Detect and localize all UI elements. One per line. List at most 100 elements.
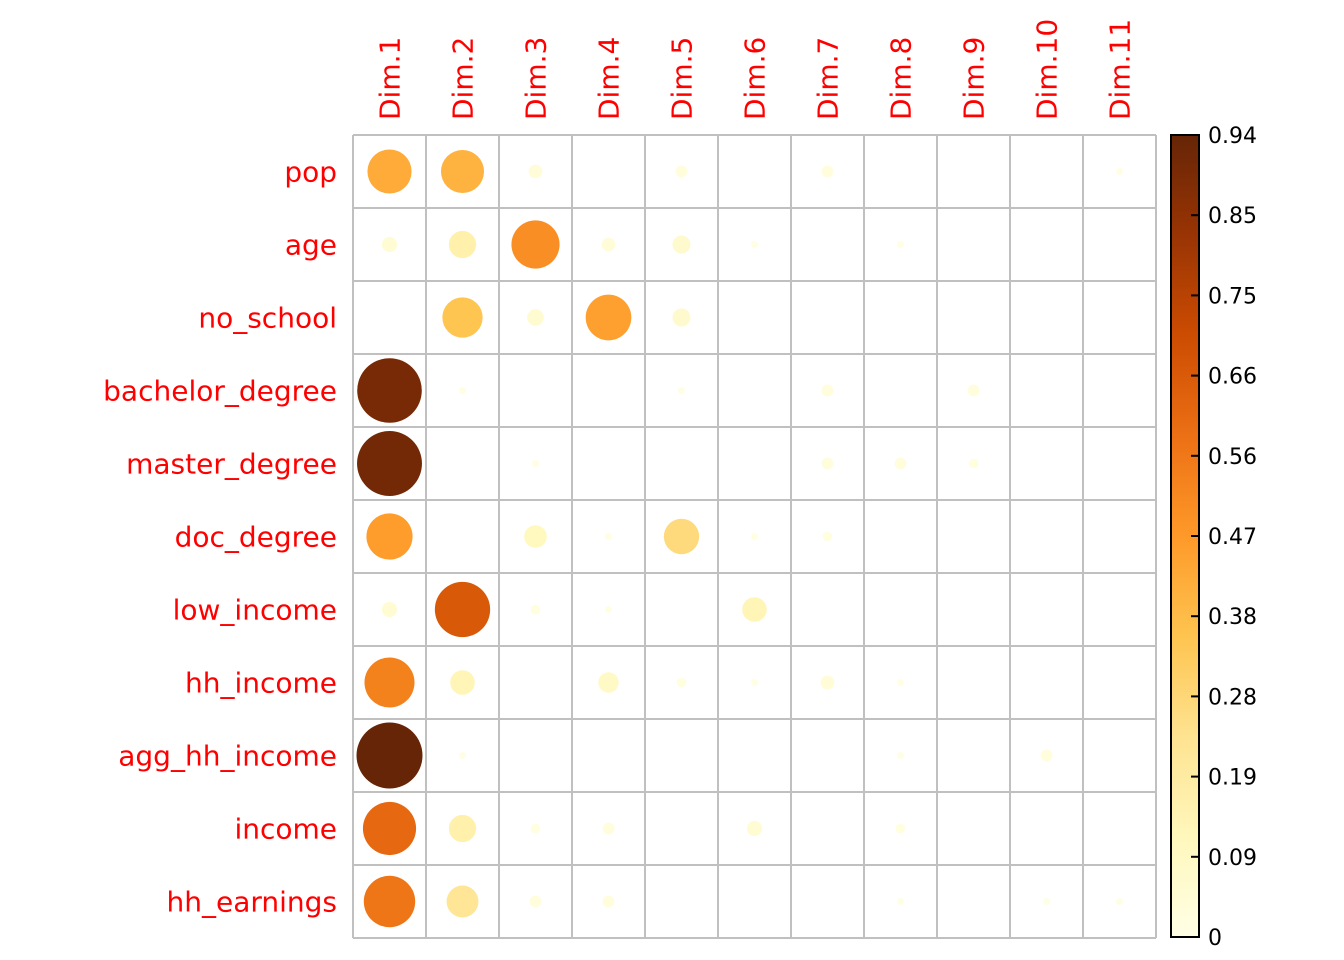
cell-circle-master_degree-Dim.3 bbox=[532, 460, 539, 467]
cell-circle-agg_hh_income-Dim.2 bbox=[459, 752, 466, 759]
cell-circle-pop-Dim.3 bbox=[528, 164, 543, 179]
colorbar-tick-label: 0.19 bbox=[1208, 766, 1257, 791]
column-label: Dim.4 bbox=[593, 37, 626, 120]
grid bbox=[352, 134, 1157, 939]
row-label: doc_degree bbox=[175, 521, 337, 554]
cell-circle-hh_earnings-Dim.8 bbox=[897, 898, 904, 905]
cell-circle-doc_degree-Dim.1 bbox=[366, 513, 413, 560]
cell-circle-hh_income-Dim.7 bbox=[820, 675, 835, 690]
cell-circle-income-Dim.4 bbox=[602, 822, 615, 835]
column-label: Dim.6 bbox=[739, 37, 772, 120]
cell-circle-agg_hh_income-Dim.10 bbox=[1040, 749, 1053, 762]
colorbar-tick-label: 0.94 bbox=[1208, 124, 1257, 149]
cell-circle-low_income-Dim.4 bbox=[605, 606, 612, 613]
cell-circle-hh_earnings-Dim.2 bbox=[446, 885, 479, 918]
cell-circle-doc_degree-Dim.3 bbox=[524, 525, 547, 548]
cell-circle-bachelor_degree-Dim.2 bbox=[459, 387, 466, 394]
cell-circle-hh_income-Dim.5 bbox=[676, 677, 687, 688]
cell-circle-no_school-Dim.3 bbox=[527, 309, 544, 326]
cell-circle-doc_degree-Dim.6 bbox=[751, 533, 758, 540]
colorbar: 0 0.09 0.19 0.28 0.38 0.47 0.56 0.66 0.75 0.85 0.9… bbox=[1170, 124, 1257, 951]
row-label: hh_earnings bbox=[166, 886, 337, 919]
cell-circle-no_school-Dim.2 bbox=[442, 297, 483, 338]
row-label: low_income bbox=[173, 594, 337, 627]
colorbar-tick-label: 0.09 bbox=[1208, 846, 1257, 871]
cell-circle-hh_income-Dim.1 bbox=[364, 657, 415, 708]
cell-circle-age-Dim.3 bbox=[511, 220, 560, 269]
cell-circle-doc_degree-Dim.7 bbox=[822, 531, 833, 542]
cell-circle-master_degree-Dim.8 bbox=[894, 457, 907, 470]
cell-circle-hh_income-Dim.8 bbox=[897, 679, 904, 686]
colorbar-tick-label: 0.47 bbox=[1208, 525, 1257, 550]
cell-circle-income-Dim.6 bbox=[746, 820, 763, 837]
column-label: Dim.5 bbox=[666, 37, 699, 120]
colorbar-tick-label: 0.75 bbox=[1208, 284, 1257, 309]
cell-circle-low_income-Dim.6 bbox=[742, 597, 767, 622]
cell-circle-hh_earnings-Dim.11 bbox=[1116, 898, 1123, 905]
cell-circle-pop-Dim.5 bbox=[675, 165, 688, 178]
colorbar-tick-label: 0.28 bbox=[1208, 685, 1257, 710]
cell-circle-age-Dim.5 bbox=[672, 235, 691, 254]
cell-circle-pop-Dim.2 bbox=[440, 149, 485, 194]
circles bbox=[356, 149, 1123, 928]
cell-circle-hh_income-Dim.2 bbox=[450, 670, 475, 695]
cell-circle-no_school-Dim.5 bbox=[672, 308, 691, 327]
row-label: agg_hh_income bbox=[118, 740, 337, 773]
cell-circle-agg_hh_income-Dim.8 bbox=[897, 752, 904, 759]
cell-circle-income-Dim.2 bbox=[448, 814, 477, 843]
row-label: master_degree bbox=[126, 448, 337, 481]
cell-circle-hh_earnings-Dim.4 bbox=[602, 895, 615, 908]
column-label: Dim.2 bbox=[447, 37, 480, 120]
row-label: income bbox=[234, 813, 337, 846]
row-label: bachelor_degree bbox=[103, 375, 337, 408]
column-label: Dim.9 bbox=[958, 37, 991, 120]
cell-circle-bachelor_degree-Dim.9 bbox=[967, 384, 980, 397]
cell-circle-low_income-Dim.3 bbox=[530, 604, 541, 615]
colorbar-tick-label: 0.56 bbox=[1208, 445, 1257, 470]
colorbar-tick-label: 0 bbox=[1208, 926, 1222, 951]
cell-circle-doc_degree-Dim.5 bbox=[663, 518, 700, 555]
column-label: Dim.1 bbox=[374, 37, 407, 120]
cell-circle-bachelor_degree-Dim.1 bbox=[357, 358, 422, 423]
cell-circle-doc_degree-Dim.4 bbox=[605, 533, 612, 540]
row-label: no_school bbox=[198, 302, 337, 335]
cell-circle-pop-Dim.1 bbox=[367, 149, 412, 194]
cell-circle-master_degree-Dim.1 bbox=[357, 431, 422, 496]
column-label: Dim.10 bbox=[1031, 19, 1064, 120]
cell-circle-hh_income-Dim.4 bbox=[598, 672, 619, 693]
cell-circle-agg_hh_income-Dim.1 bbox=[356, 722, 423, 789]
cell-circle-hh_earnings-Dim.3 bbox=[529, 895, 542, 908]
column-labels: Dim.1 Dim.2 Dim.3 Dim.4 Dim.5 Dim.6 Dim.7 Dim.8… bbox=[374, 19, 1137, 120]
cell-circle-income-Dim.3 bbox=[530, 823, 541, 834]
column-label: Dim.3 bbox=[520, 37, 553, 120]
cell-circle-hh_earnings-Dim.10 bbox=[1043, 898, 1050, 905]
cell-circle-pop-Dim.7 bbox=[821, 165, 834, 178]
column-label: Dim.7 bbox=[812, 37, 845, 120]
cell-circle-bachelor_degree-Dim.5 bbox=[678, 387, 685, 394]
cell-circle-income-Dim.1 bbox=[362, 801, 417, 856]
cell-circle-hh_earnings-Dim.1 bbox=[363, 875, 416, 928]
cell-circle-bachelor_degree-Dim.7 bbox=[821, 384, 834, 397]
cell-circle-income-Dim.8 bbox=[895, 823, 906, 834]
cell-circle-age-Dim.1 bbox=[381, 236, 398, 253]
cell-circle-low_income-Dim.1 bbox=[381, 601, 398, 618]
cell-circle-no_school-Dim.4 bbox=[585, 294, 632, 341]
cell-circle-age-Dim.8 bbox=[897, 241, 904, 248]
cell-circle-low_income-Dim.2 bbox=[434, 581, 491, 638]
column-label: Dim.8 bbox=[885, 37, 918, 120]
column-label: Dim.11 bbox=[1104, 19, 1137, 120]
row-labels: pop age no_school bachelor_degree master_deg… bbox=[103, 156, 337, 919]
cell-circle-age-Dim.2 bbox=[448, 230, 477, 259]
colorbar-tick-label: 0.66 bbox=[1208, 365, 1257, 390]
cell-circle-age-Dim.6 bbox=[751, 241, 758, 248]
cell-circle-pop-Dim.11 bbox=[1116, 168, 1123, 175]
cell-circle-hh_income-Dim.6 bbox=[751, 679, 758, 686]
cell-circle-master_degree-Dim.9 bbox=[968, 458, 979, 469]
colorbar-tick-label: 0.85 bbox=[1208, 204, 1257, 229]
row-label: pop bbox=[284, 156, 337, 189]
cell-circle-age-Dim.4 bbox=[601, 237, 616, 252]
row-label: hh_income bbox=[185, 667, 337, 700]
colorbar-tick-label: 0.38 bbox=[1208, 605, 1257, 630]
row-label: age bbox=[285, 229, 337, 262]
